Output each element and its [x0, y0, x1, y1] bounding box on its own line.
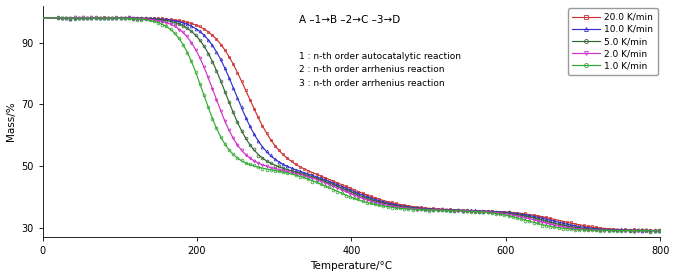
- Text: A –1→B –2→C –3→D: A –1→B –2→C –3→D: [299, 15, 400, 25]
- Text: 1 : n-th order autocatalytic reaction
2 : n-th order arrhenius reaction
3 : n-th: 1 : n-th order autocatalytic reaction 2 …: [299, 52, 461, 88]
- Y-axis label: Mass/%: Mass/%: [5, 101, 16, 141]
- Legend: 20.0 K/min, 10.0 K/min, 5.0 K/min, 2.0 K/min, 1.0 K/min: 20.0 K/min, 10.0 K/min, 5.0 K/min, 2.0 K…: [568, 8, 657, 75]
- X-axis label: Temperature/°C: Temperature/°C: [310, 261, 392, 271]
